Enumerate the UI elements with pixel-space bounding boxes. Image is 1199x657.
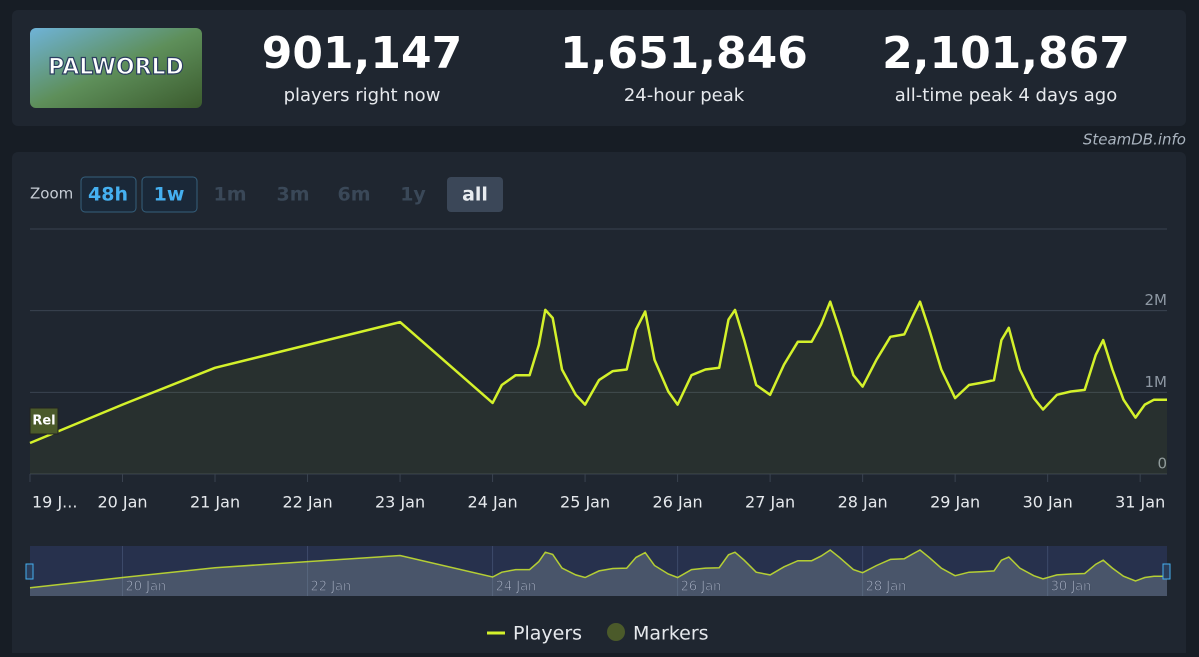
- y-tick-label: 0: [1157, 455, 1167, 473]
- legend-label[interactable]: Players: [513, 623, 582, 645]
- navigator-label: 28 Jan: [866, 580, 907, 595]
- chart-card: [12, 152, 1186, 657]
- x-tick-label: 22 Jan: [282, 493, 332, 512]
- stat-label: players right now: [284, 85, 441, 106]
- legend-swatch[interactable]: [607, 623, 625, 641]
- game-logo: [30, 28, 202, 108]
- marker[interactable]: [29, 407, 59, 435]
- x-tick-label: 31 Jan: [1115, 493, 1165, 512]
- zoom-button-label[interactable]: 6m: [337, 184, 370, 206]
- x-tick-label: 28 Jan: [838, 493, 888, 512]
- x-tick-label: 24 Jan: [468, 493, 518, 512]
- x-tick-label: 19 J...: [32, 493, 77, 512]
- zoom-buttons: 48h 1w 1m 3m 6m 1y all: [80, 176, 503, 213]
- y-tick-label: 2M: [1145, 291, 1168, 309]
- x-tick-label: 26 Jan: [653, 493, 703, 512]
- marker-label: Rel: [32, 414, 55, 429]
- stats: 901,147 players right now 1,651,846 24-hour…: [262, 28, 1130, 106]
- zoom-button-label[interactable]: 1y: [400, 184, 426, 206]
- x-tick-label: 21 Jan: [190, 493, 240, 512]
- navigator-label: 26 Jan: [681, 580, 722, 595]
- area: [30, 301, 1167, 474]
- x-tick-label: 20 Jan: [97, 493, 147, 512]
- stat-value: 1,651,846: [560, 28, 808, 79]
- zoom-button-label[interactable]: 1m: [213, 184, 246, 206]
- stat-value: 2,101,867: [882, 28, 1130, 79]
- navigator-line: [29, 549, 1167, 589]
- zoom-button[interactable]: [141, 176, 198, 213]
- source: SteamDB.info: [1083, 131, 1186, 149]
- navigator-label: 22 Jan: [311, 580, 352, 595]
- x-tick-label: 29 Jan: [930, 493, 980, 512]
- navigator-handle[interactable]: [25, 563, 34, 580]
- zoom-button-label[interactable]: all: [462, 184, 488, 206]
- stat-label: all-time peak 4 days ago: [895, 85, 1117, 106]
- zoom-button-label[interactable]: 3m: [276, 184, 309, 206]
- navigator-label: 24 Jan: [496, 580, 537, 595]
- line: [29, 300, 1167, 445]
- navigator-label: 30 Jan: [1051, 580, 1092, 595]
- legend-label[interactable]: Markers: [633, 623, 709, 645]
- y-tick-label: 1M: [1145, 373, 1168, 391]
- x-tick-label: 23 Jan: [375, 493, 425, 512]
- navigator-handle[interactable]: [1162, 563, 1171, 580]
- x-tick-label: 25 Jan: [560, 493, 610, 512]
- stat-value: 901,147: [262, 28, 462, 79]
- zoom-button-label[interactable]: 1w: [154, 184, 185, 206]
- stats-card: [12, 10, 1186, 126]
- x-tick-label: 27 Jan: [745, 493, 795, 512]
- x-tick-label: 30 Jan: [1023, 493, 1073, 512]
- stat-label: 24-hour peak: [624, 85, 745, 106]
- zoom-button[interactable]: [447, 177, 503, 212]
- logo-text: PALWORLD: [48, 55, 184, 80]
- navigator-label: 20 Jan: [126, 580, 167, 595]
- zoom-label: Zoom: [30, 185, 73, 203]
- zoom-button-label[interactable]: 48h: [88, 184, 128, 206]
- plot: 0 1M 2M 19 J... 20 Jan 21 Jan 22 Jan 23 Jan 24 J…: [25, 228, 1171, 645]
- zoom-button[interactable]: [80, 176, 137, 213]
